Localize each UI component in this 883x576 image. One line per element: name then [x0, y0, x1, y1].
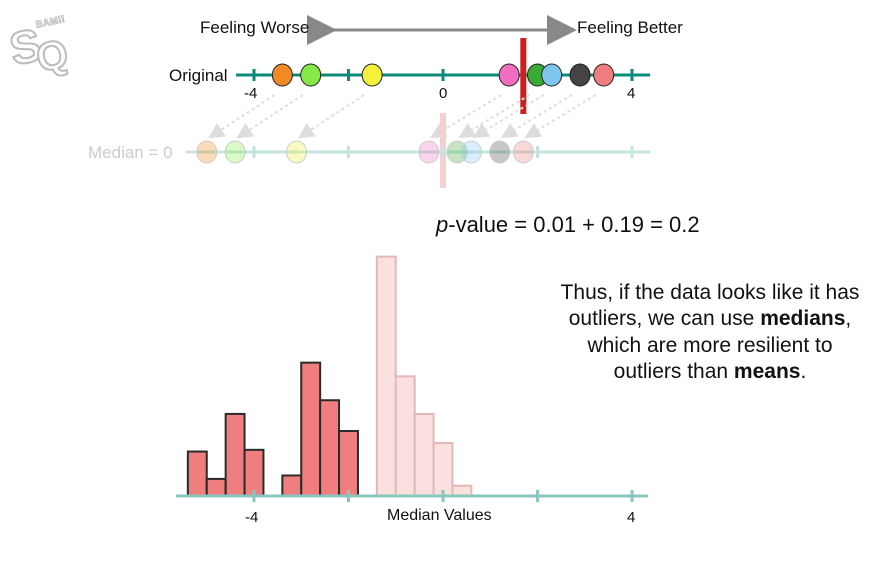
shift-arrow: [524, 94, 597, 139]
median-data-point: [460, 140, 482, 164]
p-value-text: p-value = 0.01 + 0.19 = 0.2: [436, 212, 700, 238]
feeling-worse-label: Feeling Worse: [200, 18, 310, 37]
original-data-point: [569, 63, 591, 87]
original-data-point: [541, 63, 563, 87]
histogram-bar: [319, 399, 341, 498]
summary-part3: .: [800, 359, 807, 383]
histogram-bar: [394, 375, 416, 498]
histogram-tick-4: 4: [627, 509, 636, 526]
histogram-bar: [413, 412, 435, 498]
original-data-point: [593, 63, 615, 87]
median-line-label: Median = 0: [88, 143, 173, 162]
histogram-bar: [338, 430, 359, 497]
median-data-point: [196, 140, 218, 164]
original-number-line: [236, 38, 650, 114]
p-value-rest: -value = 0.01 + 0.19 = 0.2: [448, 212, 700, 237]
original-data-point: [271, 63, 293, 87]
observed-median-marker: [520, 38, 527, 114]
svg-text:Q: Q: [32, 32, 72, 82]
median-histogram: [176, 255, 648, 502]
median-data-point: [286, 140, 308, 164]
histogram-bar: [451, 484, 473, 498]
svg-text:BAM!!: BAM!!: [35, 14, 66, 31]
histogram-bar: [243, 448, 265, 498]
original-tick-4: 4: [627, 85, 636, 102]
median-data-point: [489, 140, 511, 164]
histogram-bar: [205, 477, 227, 498]
shift-arrow: [500, 94, 573, 139]
histogram-tick-neg4: -4: [245, 509, 259, 526]
histogram-bar: [300, 361, 322, 498]
original-data-point: [498, 63, 520, 87]
summary-part1: Thus, if the data looks like it has outl…: [560, 281, 860, 331]
summary-text: Thus, if the data looks like it has outl…: [560, 280, 860, 385]
shift-arrow: [458, 94, 531, 139]
median-data-point: [512, 140, 534, 164]
median-data-point: [224, 140, 246, 164]
original-tick-neg4: -4: [244, 85, 258, 102]
summary-bold-means: means: [733, 359, 801, 383]
shift-arrows: [208, 94, 597, 139]
histogram-bar: [375, 255, 397, 497]
p-value-italic-p: p: [436, 212, 449, 237]
statquest-logo: S Q BAM!!: [4, 14, 73, 82]
feeling-better-label: Feeling Better: [577, 18, 683, 37]
summary-bold-medians: medians: [760, 307, 846, 331]
shift-arrow: [472, 94, 545, 139]
histogram-bar: [186, 450, 208, 498]
shift-arrow: [297, 94, 365, 139]
original-line-label: Original: [169, 66, 228, 85]
histogram-bar: [432, 441, 454, 498]
histogram-x-label: Median Values: [387, 507, 492, 524]
summary-part2: , which are more resilient to outliers t…: [587, 307, 852, 383]
histogram-bar: [281, 474, 303, 497]
shift-arrow: [429, 94, 502, 139]
original-data-point: [361, 63, 383, 87]
histogram-bar: [224, 412, 246, 498]
median-data-point: [418, 140, 440, 164]
original-data-point: [300, 63, 322, 87]
median-number-line: [186, 113, 650, 188]
original-tick-0: 0: [439, 85, 448, 102]
